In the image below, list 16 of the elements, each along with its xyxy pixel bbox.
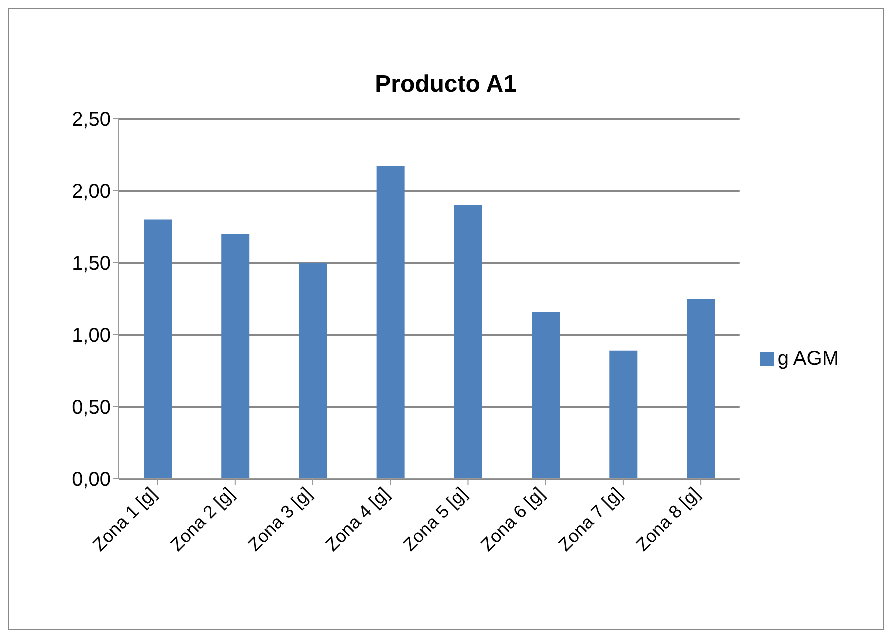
bar (376, 166, 405, 479)
bar (222, 234, 250, 479)
y-tick-label: 1,00 (72, 325, 111, 348)
y-tick-label: 2,50 (72, 109, 111, 132)
y-tick-label: 2,00 (72, 181, 111, 204)
bar (299, 263, 328, 479)
bar (610, 350, 638, 479)
legend-label: g AGM (778, 348, 839, 370)
bar (144, 220, 172, 479)
bar (687, 299, 716, 479)
bar (454, 205, 482, 479)
y-tick-label: 0,00 (72, 469, 111, 492)
bar (532, 312, 560, 479)
y-tick-label: 1,50 (72, 253, 111, 276)
y-tick-label: 0,50 (72, 397, 111, 420)
chart-title: Producto A1 (374, 71, 518, 99)
